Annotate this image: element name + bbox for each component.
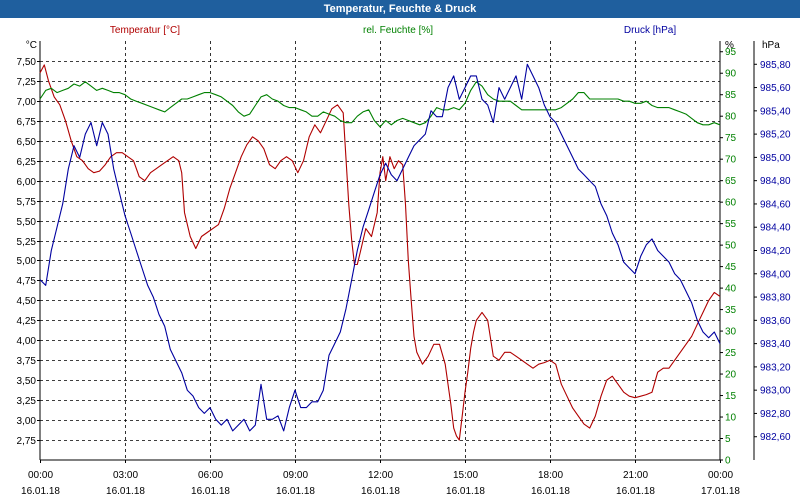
humidity-axis-tick-label: 70 <box>725 155 737 166</box>
humidity-axis-tick-label: 15 <box>725 391 737 402</box>
humidity-axis-tick-label: 80 <box>725 112 737 123</box>
humidity-axis-tick-label: 0 <box>725 456 731 467</box>
tick-labels: 7,50 7,25 7,00 6,75 6,50 6,25 6,00 5,75 5,50 5,25… <box>17 47 791 497</box>
humidity-axis-tick-label: 60 <box>725 198 737 209</box>
x-tick-time: 18:00 <box>538 470 563 481</box>
pressure-axis-tick-label: 983,60 <box>760 316 791 327</box>
left-axis-tick-label: 6,50 <box>17 137 37 148</box>
humidity-axis-tick-label: 30 <box>725 327 737 338</box>
humidity-axis-tick-label: 95 <box>725 47 737 58</box>
humidity-axis-tick-label: 75 <box>725 133 737 144</box>
window-title: Temperatur, Feuchte & Druck <box>0 0 800 18</box>
left-axis-tick-label: 5,50 <box>17 217 37 228</box>
pressure-axis-tick-label: 984,40 <box>760 223 791 234</box>
pressure-axis-tick-label: 983,00 <box>760 386 791 397</box>
left-axis-tick-label: 6,75 <box>17 117 37 128</box>
humidity-line <box>39 81 721 128</box>
humidity-axis-tick-label: 55 <box>725 219 737 230</box>
left-axis-tick-label: 5,25 <box>17 237 37 248</box>
left-axis-tick-label: 4,50 <box>17 296 37 307</box>
left-axis-tick-label: 7,25 <box>17 77 37 88</box>
weather-chart: Temperatur [°C] rel. Feuchte [%] Druck [… <box>0 18 800 500</box>
x-tick-time: 03:00 <box>113 470 138 481</box>
humidity-axis-tick-label: 25 <box>725 348 737 359</box>
pressure-axis-tick-label: 985,00 <box>760 153 791 164</box>
pressure-line <box>39 63 721 432</box>
legend-temperature: Temperatur [°C] <box>110 25 180 36</box>
x-tick-time: 06:00 <box>198 470 223 481</box>
x-tick-date: 16.01.18 <box>616 486 655 497</box>
left-axis-tick-label: 3,50 <box>17 376 37 387</box>
pressure-axis-tick-label: 985,40 <box>760 106 791 117</box>
pressure-axis-tick-label: 982,80 <box>760 409 791 420</box>
left-axis-tick-label: 3,00 <box>17 416 37 427</box>
x-tick-time: 12:00 <box>368 470 393 481</box>
axes <box>39 41 755 461</box>
pressure-axis-unit: hPa <box>762 40 780 51</box>
x-tick-date: 16.01.18 <box>106 486 145 497</box>
left-axis-tick-label: 2,75 <box>17 436 37 447</box>
left-axis-tick-label: 4,25 <box>17 316 37 327</box>
left-axis-tick-label: 6,00 <box>17 177 37 188</box>
pressure-axis-tick-label: 985,20 <box>760 130 791 141</box>
humidity-axis-tick-label: 90 <box>725 69 737 80</box>
pressure-axis-tick-label: 984,00 <box>760 269 791 280</box>
pressure-axis-tick-label: 982,60 <box>760 432 791 443</box>
pressure-axis-tick-label: 983,20 <box>760 362 791 373</box>
humidity-axis-tick-label: 10 <box>725 413 737 424</box>
x-tick-date: 16.01.18 <box>361 486 400 497</box>
x-tick-date: 17.01.18 <box>701 486 740 497</box>
humidity-axis-tick-label: 5 <box>725 434 731 445</box>
x-tick-time: 00:00 <box>28 470 53 481</box>
left-axis-tick-label: 3,25 <box>17 396 37 407</box>
x-tick-date: 16.01.18 <box>21 486 60 497</box>
pressure-axis-tick-label: 984,20 <box>760 246 791 257</box>
pressure-axis-tick-label: 984,60 <box>760 199 791 210</box>
left-axis-tick-label: 5,00 <box>17 256 37 267</box>
humidity-axis-tick-label: 45 <box>725 262 737 273</box>
humidity-axis-unit: % <box>725 40 734 51</box>
x-tick-time: 00:00 <box>708 470 733 481</box>
left-axis-unit: °C <box>26 40 37 51</box>
humidity-axis-tick-label: 65 <box>725 176 737 187</box>
pressure-axis-tick-label: 985,80 <box>760 60 791 71</box>
legend-humidity: rel. Feuchte [%] <box>363 25 433 36</box>
x-tick-date: 16.01.18 <box>531 486 570 497</box>
pressure-axis-tick-label: 985,60 <box>760 83 791 94</box>
humidity-axis-tick-label: 85 <box>725 90 737 101</box>
x-tick-date: 16.01.18 <box>276 486 315 497</box>
series-group <box>39 63 721 441</box>
humidity-axis-tick-label: 20 <box>725 370 737 381</box>
left-axis-tick-label: 7,50 <box>17 57 37 68</box>
pressure-axis-tick-label: 983,80 <box>760 293 791 304</box>
x-tick-date: 16.01.18 <box>191 486 230 497</box>
left-axis-tick-label: 3,75 <box>17 356 37 367</box>
x-tick-time: 21:00 <box>623 470 648 481</box>
left-axis-tick-label: 4,75 <box>17 276 37 287</box>
left-axis-tick-label: 6,25 <box>17 157 37 168</box>
left-axis-tick-label: 5,75 <box>17 197 37 208</box>
humidity-axis-tick-label: 35 <box>725 305 737 316</box>
pressure-axis-tick-label: 983,40 <box>760 339 791 350</box>
x-tick-date: 16.01.18 <box>446 486 485 497</box>
x-tick-time: 15:00 <box>453 470 478 481</box>
x-tick-time: 09:00 <box>283 470 308 481</box>
humidity-axis-tick-label: 50 <box>725 241 737 252</box>
legend-pressure: Druck [hPa] <box>624 25 676 36</box>
left-axis-tick-label: 7,00 <box>17 97 37 108</box>
humidity-axis-tick-label: 40 <box>725 284 737 295</box>
left-axis-tick-label: 4,00 <box>17 336 37 347</box>
pressure-axis-tick-label: 984,80 <box>760 176 791 187</box>
